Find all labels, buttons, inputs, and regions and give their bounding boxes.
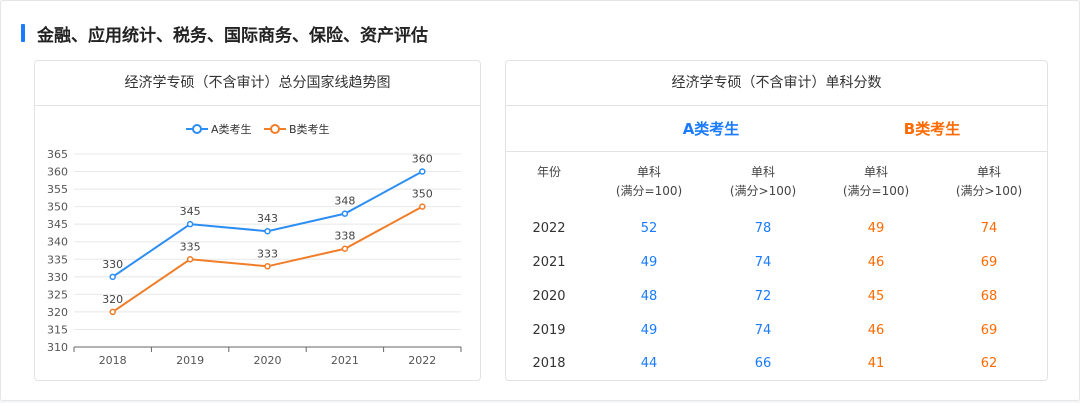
table-card: 经济学专硕（不含审计）单科分数 A类考生 B类考生 年份 单科 (满分=100) 单科… (505, 60, 1048, 381)
data-point (264, 227, 271, 235)
data-label: 348 (334, 195, 355, 208)
year-cell: 2022 (532, 221, 566, 236)
column-header: 单科 (满分>100) (723, 163, 803, 201)
data-label: 345 (180, 205, 201, 218)
column-header-line1: 单科 (750, 165, 775, 179)
y-tick-label: 315 (47, 323, 68, 336)
section-header: 金融、应用统计、税务、国际商务、保险、资产评估 (21, 23, 428, 46)
data-label: 350 (412, 188, 433, 201)
section-accent-bar (21, 24, 25, 42)
line-chart: 310 315 320 325 330 335 340 345 350 355 360 365 2018… (47, 122, 462, 367)
group-a-score-over100: 74 (754, 323, 772, 338)
legend-label: A类考生 (211, 122, 252, 136)
group-a-score-100: 44 (640, 356, 658, 371)
year-cell: 2018 (532, 356, 566, 371)
group-a-score-over100: 66 (754, 356, 772, 371)
y-tick-label: 320 (47, 306, 68, 319)
section-title: 金融、应用统计、税务、国际商务、保险、资产评估 (37, 25, 428, 46)
group-a-score-100: 48 (640, 289, 658, 304)
legend-label: B类考生 (289, 122, 330, 136)
x-tick-label: 2021 (331, 354, 359, 367)
column-header-line2: (满分=100) (842, 184, 910, 198)
data-point (186, 220, 194, 228)
group-a-score-over100: 72 (754, 289, 772, 304)
group-b-score-over100: 62 (980, 356, 998, 371)
group-b-score-100: 46 (867, 255, 885, 270)
group-a-label: A类考生 (682, 120, 740, 138)
group-b-score-100: 45 (867, 289, 885, 304)
column-header: 单科 (满分=100) (836, 163, 916, 201)
data-label: 338 (334, 230, 355, 243)
y-tick-label: 335 (47, 253, 68, 266)
data-label: 335 (180, 240, 201, 253)
x-tick-label: 2019 (176, 354, 204, 367)
column-header-line2: (满分>100) (729, 184, 797, 198)
data-point (264, 263, 271, 270)
column-header: 年份 (509, 163, 589, 182)
column-header: 单科 (满分>100) (949, 163, 1029, 201)
column-header-line1: 单科 (863, 165, 888, 179)
group-b-score-100: 46 (867, 323, 885, 338)
group-b-score-over100: 68 (980, 289, 998, 304)
y-tick-label: 325 (47, 288, 68, 301)
group-b-score-over100: 74 (980, 221, 998, 236)
group-b-label: B类考生 (903, 120, 961, 138)
y-tick-label: 330 (47, 271, 68, 284)
group-b-score-over100: 69 (980, 323, 998, 338)
chart-title: 经济学专硕（不含审计）总分国家线趋势图 (35, 61, 480, 106)
column-header-line2: (满分>100) (955, 184, 1023, 198)
data-point (109, 273, 116, 281)
data-point (419, 168, 426, 175)
x-tick-label: 2020 (254, 354, 282, 367)
data-point (341, 245, 349, 252)
data-label: 330 (102, 258, 123, 271)
data-label: 333 (257, 247, 278, 260)
y-tick-label: 345 (47, 218, 68, 231)
year-cell: 2019 (532, 323, 566, 338)
legend-marker (270, 124, 280, 134)
chart-card: 经济学专硕（不含审计）总分国家线趋势图 310 315 320 325 330 335 34… (34, 60, 481, 381)
group-a-score-over100: 78 (754, 221, 772, 236)
data-point (186, 256, 194, 263)
group-a-score-100: 52 (640, 221, 658, 236)
data-label: 320 (102, 293, 123, 306)
group-a-score-100: 49 (640, 255, 658, 270)
y-tick-label: 310 (47, 341, 68, 354)
column-header: 单科 (满分=100) (609, 163, 689, 201)
column-header-line2: (满分=100) (615, 184, 683, 198)
table-title: 经济学专硕（不含审计）单科分数 (506, 61, 1047, 106)
column-header-line1: 年份 (536, 165, 561, 179)
group-b-score-over100: 69 (980, 255, 998, 270)
column-header-line1: 单科 (976, 165, 1001, 179)
x-tick-label: 2022 (408, 354, 436, 367)
group-b-score-100: 49 (867, 221, 885, 236)
group-header-row: A类考生 B类考生 (506, 106, 1047, 152)
group-a-score-over100: 74 (754, 255, 772, 270)
column-header-line1: 单科 (636, 165, 661, 179)
data-point (419, 203, 426, 210)
group-a-score-100: 49 (640, 323, 658, 338)
data-point (341, 210, 349, 217)
legend-marker (192, 124, 202, 134)
data-label: 360 (412, 153, 433, 166)
data-point (109, 308, 116, 316)
y-tick-label: 350 (47, 201, 68, 214)
year-cell: 2020 (532, 289, 566, 304)
y-tick-label: 340 (47, 236, 68, 249)
y-tick-label: 360 (47, 166, 68, 179)
group-b-score-100: 41 (867, 356, 885, 371)
y-tick-label: 365 (47, 148, 68, 161)
data-label: 343 (257, 212, 278, 225)
year-cell: 2021 (532, 255, 566, 270)
y-tick-label: 355 (47, 183, 68, 196)
x-tick-label: 2018 (99, 354, 127, 367)
